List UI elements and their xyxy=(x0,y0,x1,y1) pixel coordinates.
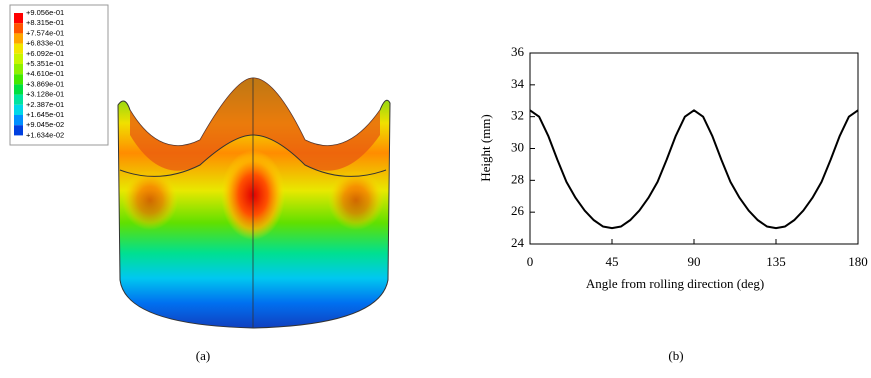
y-tick-label: 26 xyxy=(511,203,525,218)
legend-swatch xyxy=(14,23,23,33)
legend-label: +4.610e-01 xyxy=(26,69,64,78)
x-axis-label: Angle from rolling direction (deg) xyxy=(586,276,764,291)
legend-swatch xyxy=(14,13,23,23)
legend-label: +1.645e-01 xyxy=(26,110,64,119)
legend-swatch xyxy=(14,95,23,105)
legend-label: +6.092e-01 xyxy=(26,49,64,58)
legend-label: +7.574e-01 xyxy=(26,28,64,37)
legend-swatch xyxy=(14,44,23,54)
y-tick-label: 34 xyxy=(511,76,525,91)
legend-swatch xyxy=(14,115,23,125)
data-line xyxy=(530,110,858,228)
caption: (a) xyxy=(196,348,210,363)
cup-model xyxy=(118,78,390,328)
x-tick-label: 0 xyxy=(527,254,534,269)
legend-label: +9.056e-01 xyxy=(26,8,64,17)
legend-label: +1.634e-02 xyxy=(26,130,64,139)
plot-frame xyxy=(530,53,858,244)
x-tick-label: 45 xyxy=(606,254,619,269)
y-tick-label: 28 xyxy=(511,171,524,186)
legend-swatch xyxy=(14,74,23,84)
y-axis-label: Height (mm) xyxy=(478,114,493,182)
legend-label: +6.833e-01 xyxy=(26,39,64,48)
legend-label: +2.387e-01 xyxy=(26,100,64,109)
legend-swatch xyxy=(14,33,23,43)
x-tick-label: 90 xyxy=(688,254,701,269)
legend-swatch xyxy=(14,105,23,115)
x-tick-label: 135 xyxy=(766,254,786,269)
legend-swatch xyxy=(14,84,23,94)
y-tick-label: 36 xyxy=(511,44,525,59)
legend-swatch xyxy=(14,64,23,74)
y-tick-label: 30 xyxy=(511,139,524,154)
y-tick-label: 32 xyxy=(511,108,524,123)
legend-label: +3.869e-01 xyxy=(26,79,64,88)
legend-label: +3.128e-01 xyxy=(26,90,64,99)
legend-swatch xyxy=(14,125,23,135)
legend-label: +8.315e-01 xyxy=(26,18,64,27)
page: +9.056e-01+8.315e-01+7.574e-01 +6.833e-01… xyxy=(0,0,871,378)
legend-swatch xyxy=(14,54,23,64)
caption: (b) xyxy=(668,348,683,363)
legend-label: +5.351e-01 xyxy=(26,59,64,68)
legend-label: +9.045e-02 xyxy=(26,120,64,129)
figure: +9.056e-01+8.315e-01+7.574e-01 +6.833e-01… xyxy=(0,0,871,378)
x-tick-label: 180 xyxy=(848,254,868,269)
y-tick-label: 24 xyxy=(511,235,525,250)
contour-legend: +9.056e-01+8.315e-01+7.574e-01 +6.833e-01… xyxy=(10,5,108,145)
